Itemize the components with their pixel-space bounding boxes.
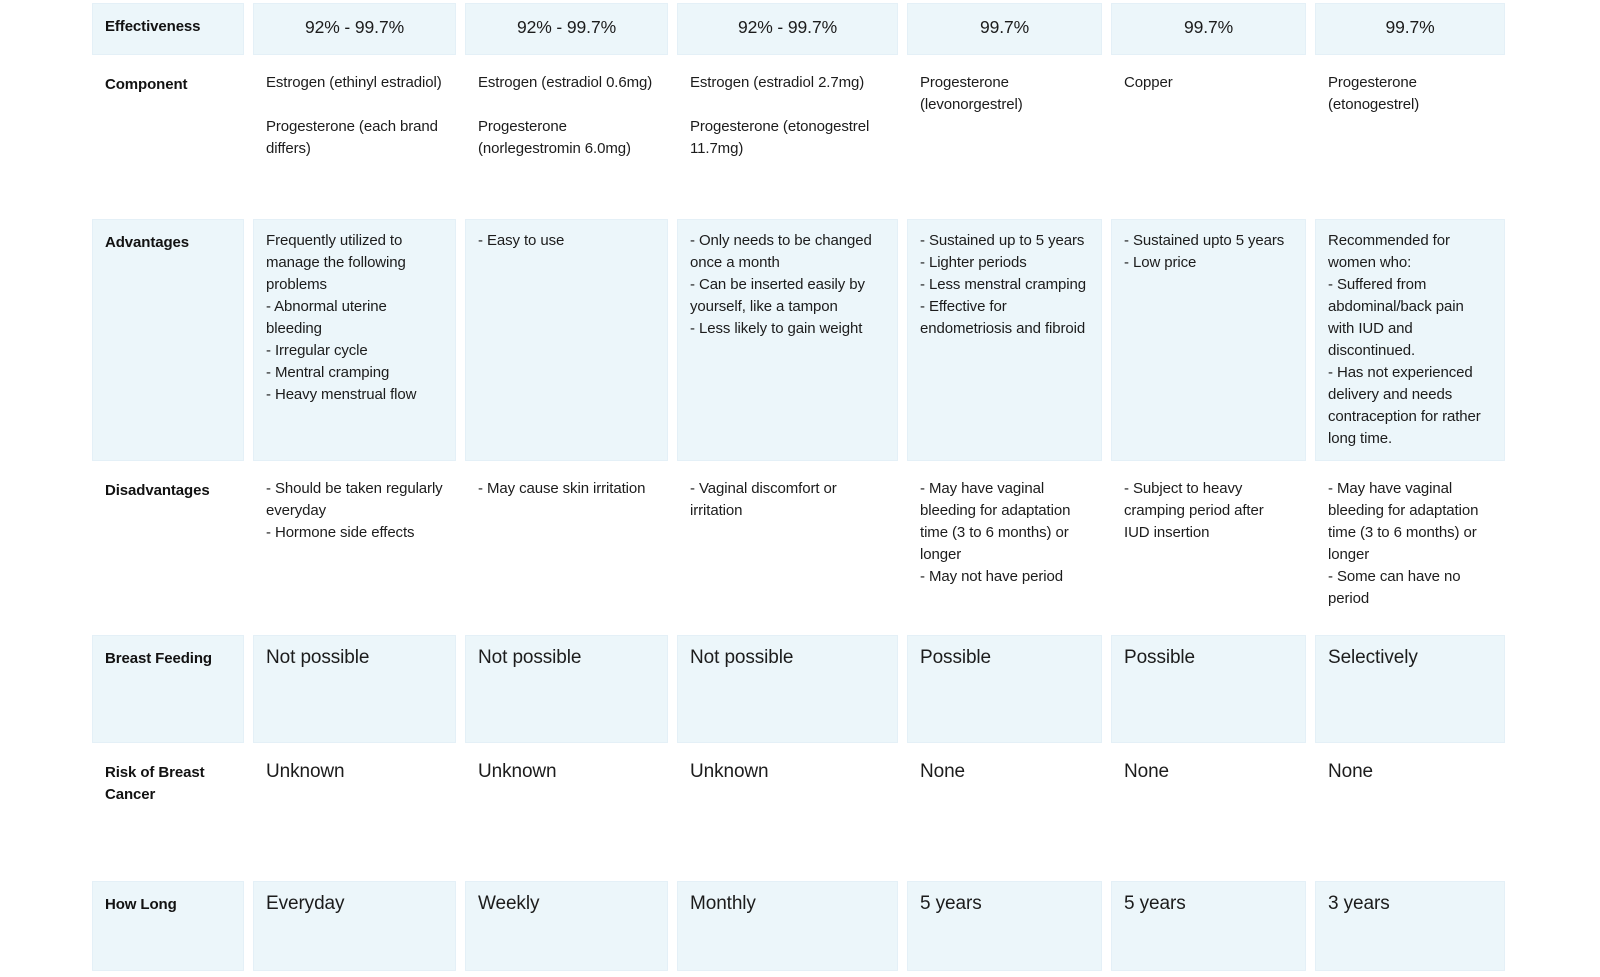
- cell-how-long-6: 3 years: [1315, 881, 1505, 971]
- cell-component-5: Copper: [1111, 61, 1306, 213]
- cell-advantages-3: - Only needs to be changed once a month …: [677, 219, 898, 461]
- cell-risk-breast-cancer-2: Unknown: [465, 749, 668, 875]
- cell-risk-breast-cancer-3: Unknown: [677, 749, 898, 875]
- cell-breast-feeding-5: Possible: [1111, 635, 1306, 743]
- cell-disadvantages-2: - May cause skin irritation: [465, 467, 668, 629]
- cell-disadvantages-1: - Should be taken regularly everyday - H…: [253, 467, 456, 629]
- cell-component-1: Estrogen (ethinyl estradiol) Progesteron…: [253, 61, 456, 213]
- row-advantages: Advantages Frequently utilized to manage…: [92, 219, 1505, 461]
- row-component: Component Estrogen (ethinyl estradiol) P…: [92, 61, 1505, 213]
- row-breast-feeding: Breast Feeding Not possible Not possible…: [92, 635, 1505, 743]
- cell-component-6: Progesterone (etonogestrel): [1315, 61, 1505, 213]
- cell-risk-breast-cancer-6: None: [1315, 749, 1505, 875]
- cell-effectiveness-2: 92% - 99.7%: [465, 3, 668, 55]
- row-label-breast-feeding: Breast Feeding: [92, 635, 244, 743]
- row-risk-breast-cancer: Risk of Breast Cancer Unknown Unknown Un…: [92, 749, 1505, 875]
- cell-effectiveness-6: 99.7%: [1315, 3, 1505, 55]
- cell-risk-breast-cancer-1: Unknown: [253, 749, 456, 875]
- row-effectiveness: Effectiveness 92% - 99.7% 92% - 99.7% 92…: [92, 3, 1505, 55]
- cell-disadvantages-5: - Subject to heavy cramping period after…: [1111, 467, 1306, 629]
- cell-how-long-5: 5 years: [1111, 881, 1306, 971]
- cell-advantages-4: - Sustained up to 5 years - Lighter peri…: [907, 219, 1102, 461]
- contraception-comparison-table: Effectiveness 92% - 99.7% 92% - 99.7% 92…: [83, 0, 1514, 977]
- cell-breast-feeding-1: Not possible: [253, 635, 456, 743]
- cell-effectiveness-4: 99.7%: [907, 3, 1102, 55]
- cell-component-3: Estrogen (estradiol 2.7mg) Progesterone …: [677, 61, 898, 213]
- cell-breast-feeding-6: Selectively: [1315, 635, 1505, 743]
- cell-breast-feeding-3: Not possible: [677, 635, 898, 743]
- cell-breast-feeding-2: Not possible: [465, 635, 668, 743]
- cell-how-long-1: Everyday: [253, 881, 456, 971]
- cell-breast-feeding-4: Possible: [907, 635, 1102, 743]
- row-label-disadvantages: Disadvantages: [92, 467, 244, 629]
- cell-advantages-2: - Easy to use: [465, 219, 668, 461]
- cell-advantages-1: Frequently utilized to manage the follow…: [253, 219, 456, 461]
- cell-advantages-5: - Sustained upto 5 years - Low price: [1111, 219, 1306, 461]
- cell-advantages-6: Recommended for women who: - Suffered fr…: [1315, 219, 1505, 461]
- cell-effectiveness-5: 99.7%: [1111, 3, 1306, 55]
- cell-disadvantages-3: - Vaginal discomfort or irritation: [677, 467, 898, 629]
- row-label-component: Component: [92, 61, 244, 213]
- cell-how-long-3: Monthly: [677, 881, 898, 971]
- cell-effectiveness-3: 92% - 99.7%: [677, 3, 898, 55]
- row-how-long: How Long Everyday Weekly Monthly 5 years…: [92, 881, 1505, 971]
- row-label-advantages: Advantages: [92, 219, 244, 461]
- cell-how-long-4: 5 years: [907, 881, 1102, 971]
- row-label-risk-breast-cancer: Risk of Breast Cancer: [92, 749, 244, 875]
- cell-component-2: Estrogen (estradiol 0.6mg) Progesterone …: [465, 61, 668, 213]
- row-label-effectiveness: Effectiveness: [92, 3, 244, 55]
- row-label-how-long: How Long: [92, 881, 244, 971]
- row-disadvantages: Disadvantages - Should be taken regularl…: [92, 467, 1505, 629]
- cell-disadvantages-4: - May have vaginal bleeding for adaptati…: [907, 467, 1102, 629]
- cell-disadvantages-6: - May have vaginal bleeding for adaptati…: [1315, 467, 1505, 629]
- cell-component-4: Progesterone (levonorgestrel): [907, 61, 1102, 213]
- cell-risk-breast-cancer-5: None: [1111, 749, 1306, 875]
- cell-risk-breast-cancer-4: None: [907, 749, 1102, 875]
- cell-how-long-2: Weekly: [465, 881, 668, 971]
- cell-effectiveness-1: 92% - 99.7%: [253, 3, 456, 55]
